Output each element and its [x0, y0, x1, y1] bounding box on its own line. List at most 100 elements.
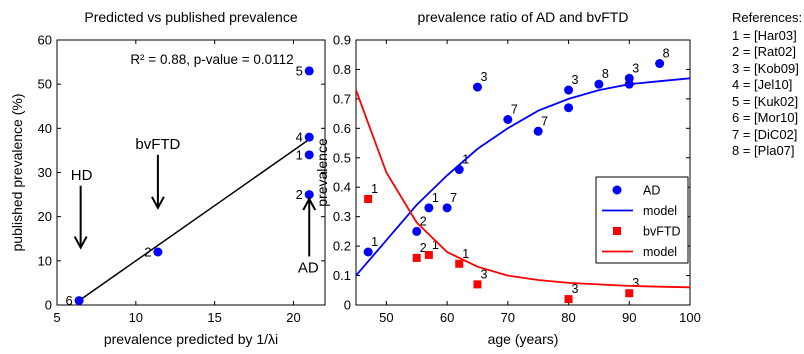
chart-title: prevalence ratio of AD and bvFTD [418, 9, 629, 25]
x-axis-label: age (years) [488, 331, 559, 347]
data-point [594, 79, 604, 89]
data-point [655, 59, 665, 69]
data-point-label: 4 [296, 130, 303, 145]
y-axis-label: prevalence [314, 138, 330, 207]
legend-label: bvFTD [643, 225, 681, 239]
references-title: References: [732, 10, 803, 25]
data-point [624, 73, 634, 83]
y-tick-label: 0 [344, 298, 351, 313]
legend-label: AD [643, 184, 660, 198]
x-tick-label: 5 [53, 310, 60, 325]
y-tick-label: 0.8 [333, 62, 351, 77]
reference-item: 6 = [Mor10] [732, 110, 799, 125]
x-tick-label: 10 [129, 310, 143, 325]
arrow-label: AD [298, 259, 319, 276]
data-point [424, 203, 434, 213]
reference-item: 5 = [Kuk02] [732, 93, 799, 109]
data-point-label: 2 [420, 241, 427, 255]
data-point-label: 1 [432, 238, 439, 252]
plot-area-left [56, 39, 326, 306]
model-curve [356, 89, 690, 289]
data-point-label: 3 [480, 70, 487, 84]
data-point [472, 82, 482, 92]
data-point [473, 280, 482, 289]
data-point-label: 5 [296, 63, 303, 78]
x-tick-label: 60 [440, 310, 454, 325]
y-tick-label: 50 [38, 77, 52, 92]
y-tick-label: 60 [38, 33, 52, 48]
data-point [412, 253, 421, 262]
arrow-head [73, 236, 88, 250]
y-tick-label: 0.7 [333, 91, 351, 106]
data-point [412, 226, 422, 236]
legend-swatch [613, 227, 621, 235]
arrow-label: bvFTD [135, 136, 180, 153]
chart-title: Predicted vs published prevalence [84, 9, 297, 25]
y-tick-label: 0.5 [333, 150, 351, 165]
reference-item: 8 = [Pla07] [732, 143, 795, 158]
y-tick-label: 20 [38, 209, 52, 224]
arrow-label: HD [71, 167, 93, 184]
reference-item: 7 = [DiC02] [732, 126, 798, 142]
x-tick-label: 50 [379, 310, 393, 325]
data-point [424, 250, 433, 259]
data-point-label: 7 [541, 114, 548, 128]
data-point-label: 1 [462, 247, 469, 261]
data-point [455, 259, 464, 268]
data-point-label: 8 [663, 47, 670, 61]
data-point [442, 203, 452, 213]
data-point [74, 296, 84, 306]
model-curve [356, 77, 690, 277]
data-point-label: 1 [432, 191, 439, 205]
data-point [533, 126, 543, 136]
y-tick-label: 0.3 [333, 209, 351, 224]
data-point-label: 7 [511, 103, 518, 117]
data-point [363, 247, 373, 257]
legend-label: model [643, 245, 677, 259]
y-tick-label: 0.1 [333, 268, 351, 283]
y-tick-label: 0.6 [333, 121, 351, 136]
plot-area-right [355, 39, 691, 306]
arrow-head [151, 196, 165, 210]
reference-item: 1 = [Har03] [732, 27, 797, 43]
reference-item: 4 = [Jel10] [732, 77, 793, 92]
data-point-label: 2 [420, 214, 427, 228]
data-point [304, 132, 314, 142]
y-tick-label: 0.2 [333, 239, 351, 254]
y-tick-label: 0.9 [333, 33, 351, 48]
data-point-label: 1 [371, 235, 378, 249]
y-tick-label: 10 [38, 253, 52, 268]
data-point [503, 115, 513, 124]
x-tick-label: 100 [679, 310, 701, 325]
data-point-label: 2 [144, 245, 151, 260]
data-point-label: 1 [296, 147, 303, 162]
reference-item: 2 = [Rat02] [732, 44, 796, 59]
data-point [304, 150, 314, 160]
data-point-label: 2 [296, 187, 303, 202]
y-tick-label: 30 [38, 165, 52, 180]
y-tick-label: 0.4 [333, 180, 351, 195]
data-point [625, 289, 634, 298]
data-point [304, 190, 314, 200]
data-point-label: 3 [632, 61, 639, 75]
x-tick-label: 90 [622, 310, 636, 325]
fit-line [78, 138, 310, 302]
data-point [564, 85, 574, 95]
x-axis-label: prevalence predicted by 1/λi [104, 331, 278, 347]
data-point-label: 3 [632, 276, 639, 290]
x-tick-label: 80 [561, 310, 575, 325]
data-point [304, 66, 314, 76]
y-tick-label: 0 [45, 298, 52, 313]
data-point-label: 6 [65, 293, 72, 308]
legend-swatch [612, 185, 622, 195]
references-legend: References: 1 = [Har03] 2 = [Rat02] 3 = … [732, 10, 804, 160]
data-point [564, 295, 573, 304]
data-point-label: 1 [371, 182, 378, 196]
arrow-head [302, 196, 317, 211]
y-tick-label: 40 [38, 121, 52, 136]
data-point [364, 195, 373, 203]
y-axis-label: published prevalence (%) [9, 94, 25, 252]
legend-label: model [643, 204, 677, 218]
reference-item: 3 = [Kob09] [732, 60, 799, 76]
